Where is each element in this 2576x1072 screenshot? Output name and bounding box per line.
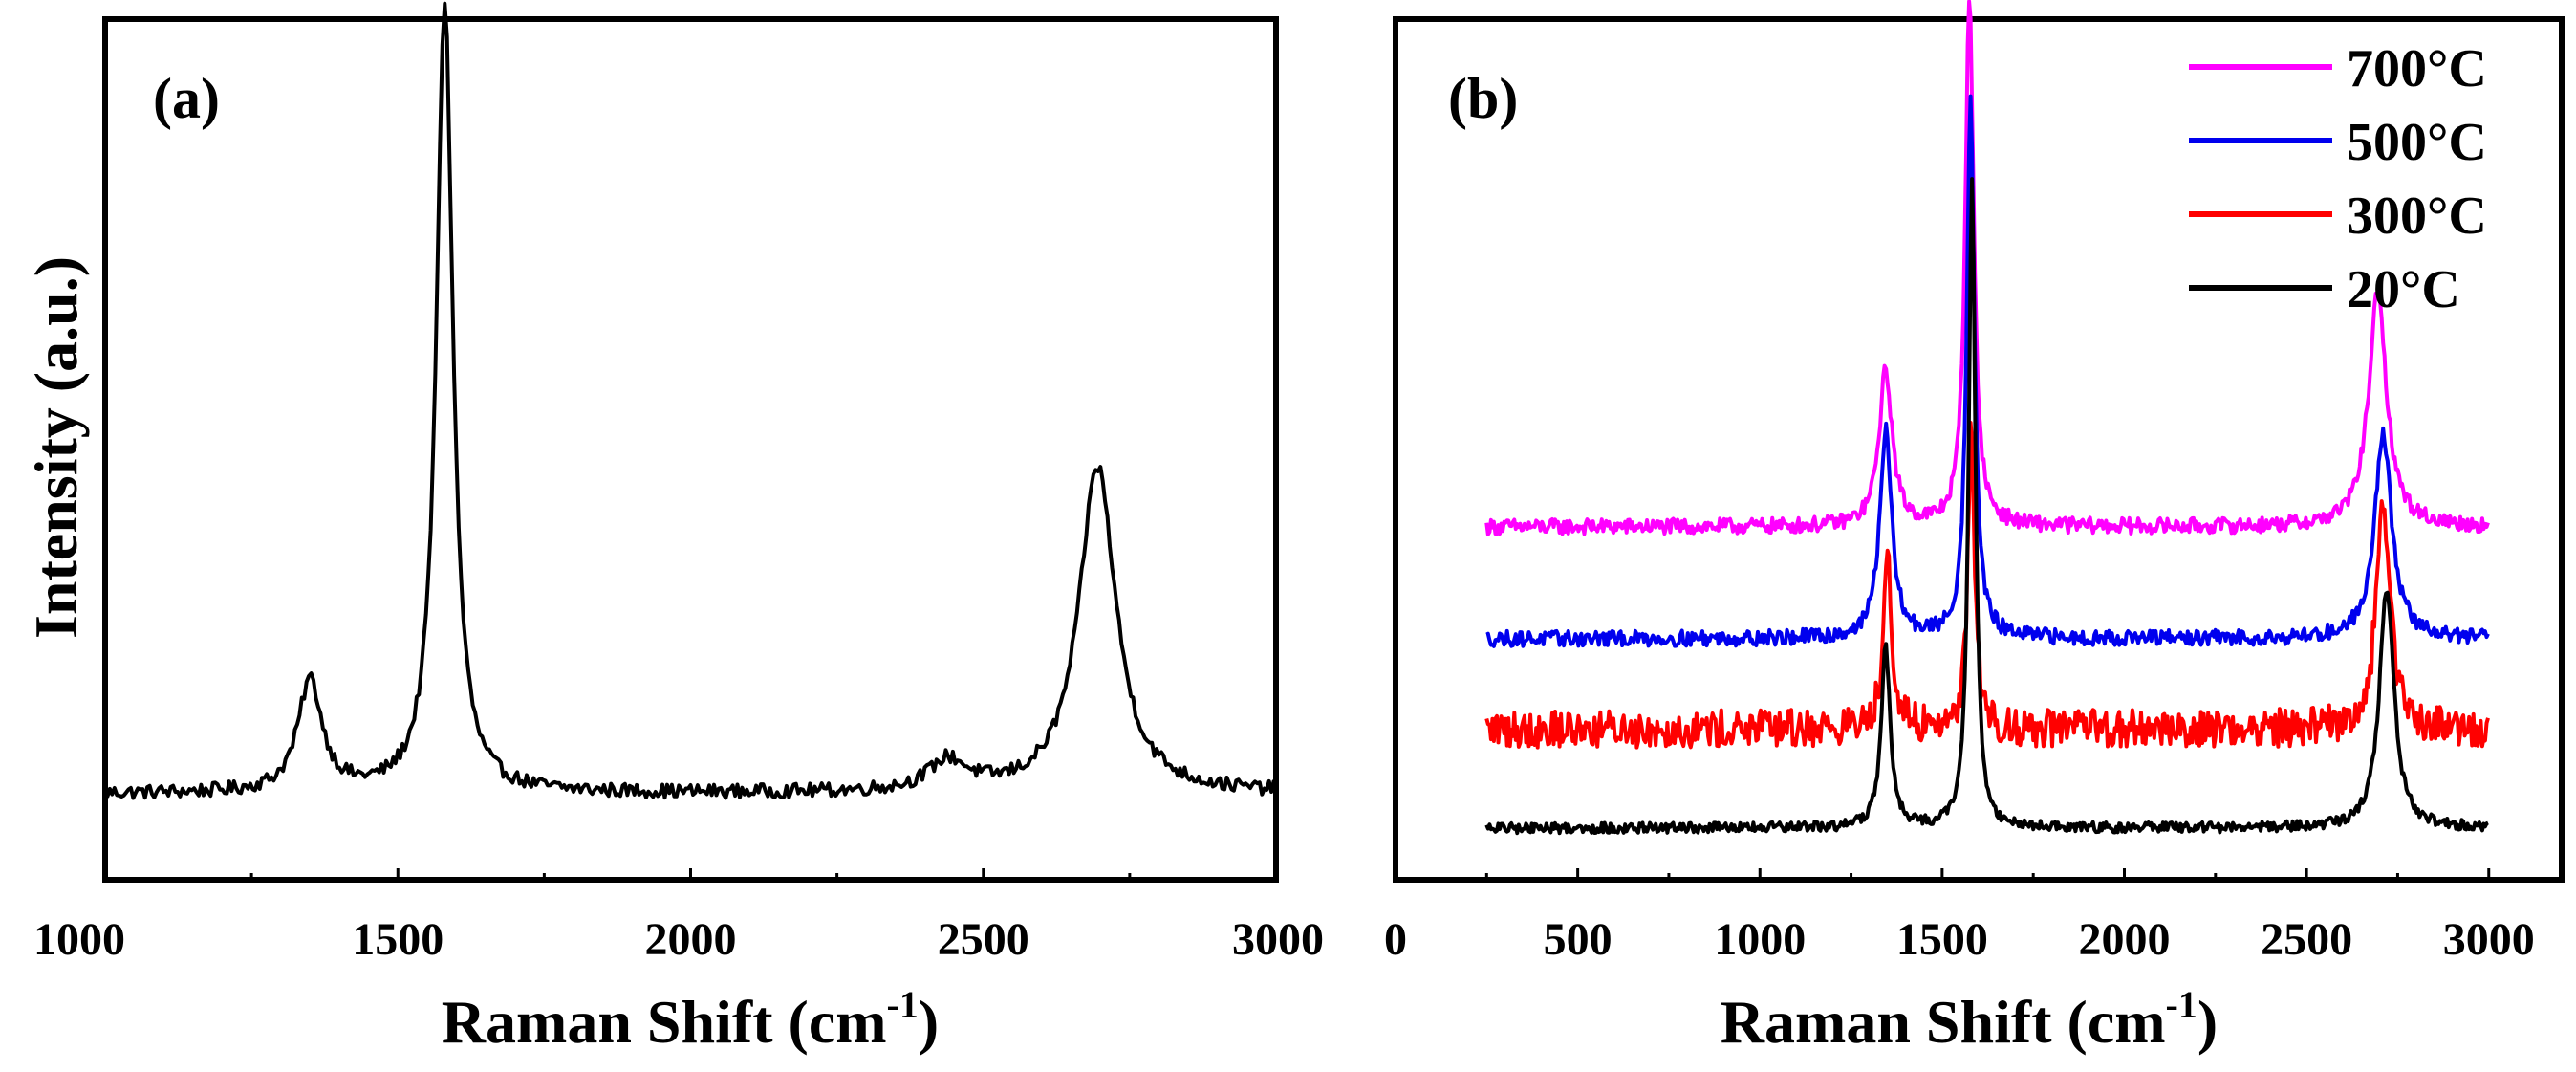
x-tick-label: 2500 xyxy=(2261,914,2352,965)
panel-b-label: (b) xyxy=(1448,67,1518,130)
series-line-spectrum xyxy=(103,1,1278,800)
x-tick-label: 0 xyxy=(1384,914,1407,965)
panel-a-traces xyxy=(103,1,1278,800)
series-line-500c xyxy=(1485,94,2490,648)
panel-a-frame xyxy=(102,16,1279,883)
legend-label: 20°C xyxy=(2347,260,2460,319)
series-line-300c xyxy=(1484,421,2490,750)
panel-a-x-axis-label: Raman Shift (cm-1) xyxy=(442,983,939,1056)
x-tick-label: 500 xyxy=(1544,914,1613,965)
x-tick-label: 1000 xyxy=(33,914,125,965)
panel-b: (b) 0 500 1000 1500 2000 2500 3000 700°C 500°C 3… xyxy=(1384,0,2565,1056)
panel-a-label: (a) xyxy=(153,67,220,130)
panel-a: (a) 1000 1500 2000 2500 3000 Intensity (a.u.… xyxy=(22,1,1324,1056)
panel-b-x-axis-label: Raman Shift (cm-1) xyxy=(1721,983,2218,1056)
panel-a-y-axis-label: Intensity (a.u.) xyxy=(22,256,90,639)
x-tick-label: 2500 xyxy=(938,914,1029,965)
x-tick-label: 1500 xyxy=(352,914,444,965)
series-line-700c xyxy=(1484,0,2490,536)
legend-label: 300°C xyxy=(2347,186,2487,246)
x-tick-label: 2000 xyxy=(645,914,737,965)
panel-b-traces xyxy=(1484,0,2490,836)
x-tick-label: 3000 xyxy=(2443,914,2535,965)
x-tick-label: 3000 xyxy=(1232,914,1324,965)
panel-b-x-ticks: 0 500 1000 1500 2000 2500 3000 xyxy=(1384,868,2535,965)
x-tick-label: 1500 xyxy=(1896,914,1988,965)
legend-label: 500°C xyxy=(2347,113,2487,172)
panel-b-frame xyxy=(1393,16,2565,883)
x-tick-label: 2000 xyxy=(2079,914,2171,965)
x-tick-label: 1000 xyxy=(1714,914,1806,965)
series-line-20c xyxy=(1484,177,2489,836)
legend-label: 700°C xyxy=(2347,39,2487,98)
panel-b-legend: 700°C 500°C 300°C 20°C xyxy=(2189,39,2487,319)
panel-a-x-ticks: 1000 1500 2000 2500 3000 xyxy=(33,868,1324,965)
